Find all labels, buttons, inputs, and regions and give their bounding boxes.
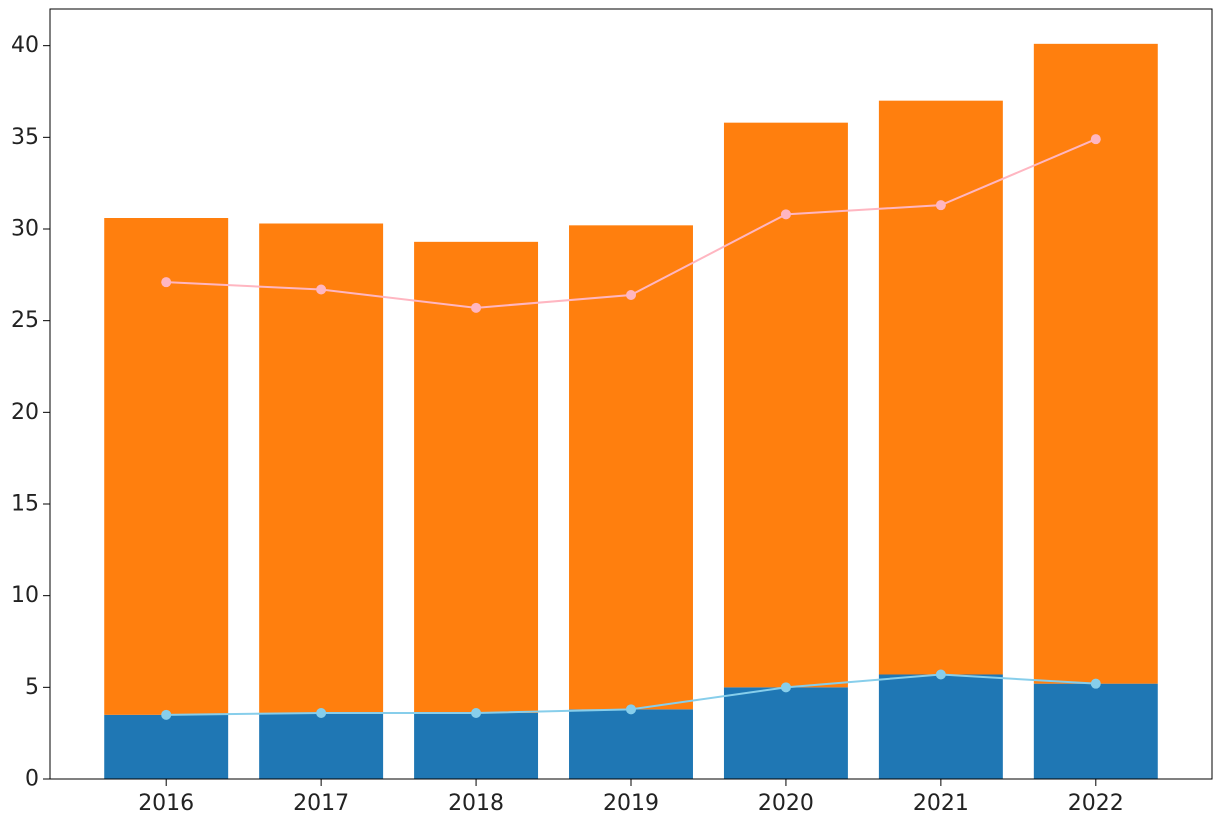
axes-layer: 0 5 10 15 20 25 30 35 40 2016 2017 2018 2019 2020 2021…	[11, 8, 1213, 816]
point-line-high-2016	[161, 277, 172, 288]
x-tick-label-2021: 2021	[913, 791, 969, 816]
point-line-high-2017	[316, 284, 327, 295]
y-tick-label-40: 40	[11, 33, 39, 58]
x-tick-label-2020: 2020	[758, 791, 814, 816]
point-line-high-2018	[471, 302, 482, 313]
point-line-low-2016	[161, 709, 172, 720]
bar-bottom-2017	[259, 713, 384, 779]
bar-bottom-2020	[723, 687, 848, 779]
y-tick-label-30: 30	[11, 217, 39, 242]
point-line-high-2020	[780, 209, 791, 220]
point-line-low-2021	[935, 669, 946, 680]
bar-top-2018	[414, 241, 539, 714]
x-tick-label-2016: 2016	[138, 791, 194, 816]
point-line-high-2019	[626, 290, 636, 300]
bar-bottom-2019	[569, 709, 693, 779]
point-line-low-2020	[780, 682, 791, 693]
bar-bottom-2018	[414, 713, 539, 779]
y-tick-label-25: 25	[11, 308, 39, 333]
bar-top-2017	[259, 223, 384, 713]
y-tick-label-20: 20	[11, 400, 39, 425]
bar-bottom-2016	[104, 714, 229, 779]
y-tick-label-5: 5	[25, 675, 39, 700]
bar-top-2016	[104, 218, 229, 715]
y-tick-label-10: 10	[11, 583, 39, 608]
bar-top-2022	[1033, 43, 1158, 684]
point-line-low-2018	[471, 708, 482, 718]
x-tick-label-2019: 2019	[603, 791, 659, 816]
bar-top-2021	[878, 100, 1003, 675]
point-line-low-2017	[316, 708, 327, 718]
bar-top-2019	[569, 225, 693, 710]
y-tick-label-35: 35	[11, 125, 39, 150]
point-line-low-2019	[626, 704, 636, 715]
point-line-high-2022	[1090, 134, 1101, 145]
x-tick-label-2018: 2018	[448, 791, 504, 816]
bar-bottom-2022	[1033, 683, 1158, 779]
y-tick-label-15: 15	[11, 492, 39, 517]
bars-layer	[104, 43, 1158, 779]
x-tick-label-2022: 2022	[1068, 791, 1124, 816]
point-line-low-2022	[1090, 678, 1101, 689]
lines-layer	[161, 134, 1101, 720]
bar-top-2020	[723, 122, 848, 688]
y-tick-label-0: 0	[25, 767, 39, 792]
bar-bottom-2021	[878, 674, 1003, 779]
x-tick-label-2017: 2017	[293, 791, 349, 816]
point-line-high-2021	[935, 200, 946, 211]
